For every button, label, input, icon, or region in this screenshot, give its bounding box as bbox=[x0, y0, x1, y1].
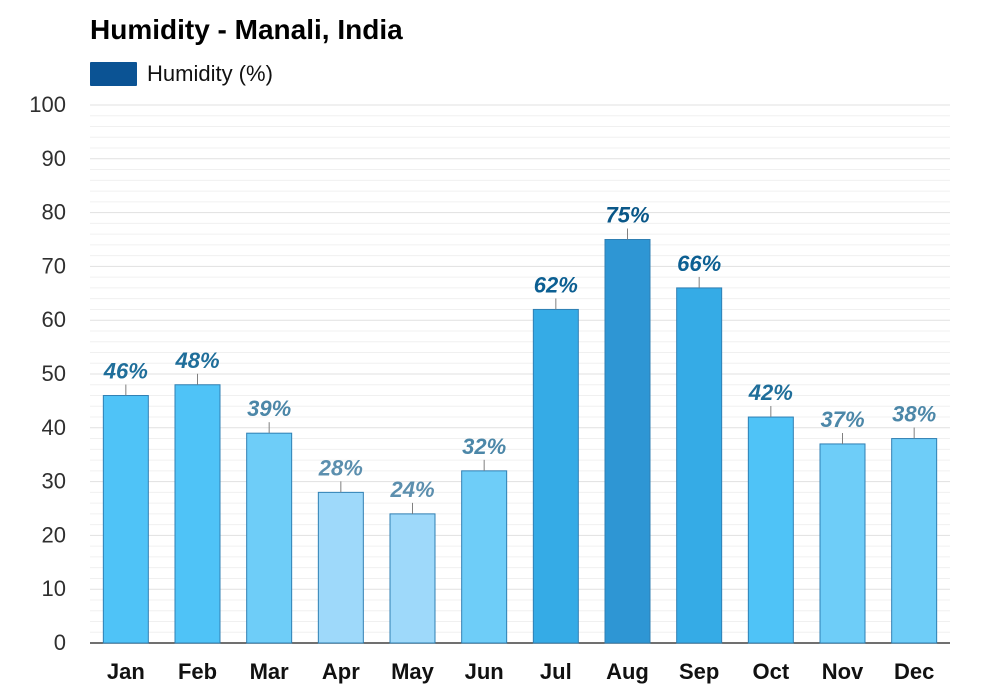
y-tick-label: 0 bbox=[54, 630, 66, 655]
y-tick-label: 90 bbox=[42, 146, 66, 171]
bar-may bbox=[389, 513, 436, 644]
value-label-jan: 46% bbox=[103, 359, 148, 384]
x-tick-label-may: May bbox=[391, 659, 435, 684]
x-tick-label-sep: Sep bbox=[679, 659, 719, 684]
x-tick-label-nov: Nov bbox=[822, 659, 864, 684]
x-tick-label-oct: Oct bbox=[752, 659, 789, 684]
x-tick-label-jun: Jun bbox=[465, 659, 504, 684]
x-tick-label-mar: Mar bbox=[250, 659, 290, 684]
bar-jan bbox=[102, 395, 149, 644]
value-label-feb: 48% bbox=[174, 348, 219, 373]
value-label-dec: 38% bbox=[892, 402, 936, 427]
x-tick-label-apr: Apr bbox=[322, 659, 360, 684]
y-tick-label: 70 bbox=[42, 253, 66, 278]
bar-apr bbox=[317, 491, 364, 644]
value-label-nov: 37% bbox=[820, 407, 864, 432]
x-tick-label-jul: Jul bbox=[540, 659, 572, 684]
legend: Humidity (%) bbox=[90, 61, 273, 87]
value-label-mar: 39% bbox=[247, 396, 291, 421]
value-label-may: 24% bbox=[389, 477, 434, 502]
x-tick-label-aug: Aug bbox=[606, 659, 649, 684]
y-tick-label: 100 bbox=[29, 92, 66, 117]
bar-oct bbox=[747, 416, 794, 644]
value-label-sep: 66% bbox=[677, 251, 721, 276]
bar-sep bbox=[676, 287, 723, 644]
bar-dec bbox=[891, 438, 938, 644]
y-tick-label: 30 bbox=[42, 469, 66, 494]
y-tick-label: 60 bbox=[42, 307, 66, 332]
bar-nov bbox=[819, 443, 866, 644]
value-label-apr: 28% bbox=[318, 455, 363, 480]
x-tick-label-dec: Dec bbox=[894, 659, 934, 684]
y-tick-label: 50 bbox=[42, 361, 66, 386]
y-tick-label: 10 bbox=[42, 576, 66, 601]
bar-mar bbox=[246, 432, 293, 644]
value-label-oct: 42% bbox=[748, 380, 793, 405]
bar-aug bbox=[604, 239, 651, 644]
bar-jun bbox=[461, 470, 508, 644]
y-tick-label: 80 bbox=[42, 200, 66, 225]
y-tick-label: 40 bbox=[42, 415, 66, 440]
x-tick-label-feb: Feb bbox=[178, 659, 217, 684]
bar-jul bbox=[532, 308, 579, 644]
bar-feb bbox=[174, 384, 221, 644]
legend-swatch bbox=[90, 62, 137, 86]
value-label-jun: 32% bbox=[462, 434, 506, 459]
value-label-jul: 62% bbox=[534, 272, 578, 297]
chart-title: Humidity - Manali, India bbox=[90, 14, 403, 45]
legend-label: Humidity (%) bbox=[147, 61, 273, 86]
value-label-aug: 75% bbox=[605, 203, 649, 228]
x-tick-label-jan: Jan bbox=[107, 659, 145, 684]
y-tick-label: 20 bbox=[42, 522, 66, 547]
